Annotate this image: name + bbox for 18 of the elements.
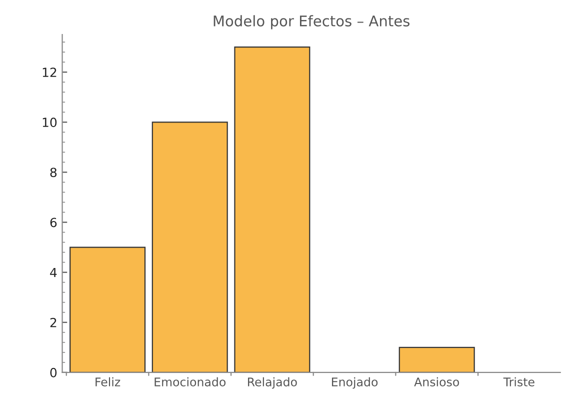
y-tick-label: 10 (42, 118, 57, 128)
bar (70, 246, 146, 372)
y-tick-label: 6 (50, 218, 57, 228)
bar (398, 346, 475, 372)
bar (152, 122, 228, 372)
y-tick-label: 12 (42, 68, 56, 77)
y-tick-label: 2 (50, 318, 56, 328)
y-tick-label: 0 (50, 368, 57, 378)
x-tick-label: Emocionado (154, 377, 226, 386)
x-tick-label: Triste (503, 377, 534, 386)
x-tick-label: Relajado (248, 377, 297, 389)
chart-title: Modelo por Efectos – Antes (214, 15, 410, 30)
y-tick-label: 8 (50, 168, 57, 178)
x-tick-label: Enojado (332, 377, 378, 389)
bar (234, 46, 310, 372)
x-tick-label: Feliz (96, 377, 120, 386)
y-tick-label: 4 (50, 268, 57, 278)
x-tick-label: Ansioso (414, 377, 459, 386)
